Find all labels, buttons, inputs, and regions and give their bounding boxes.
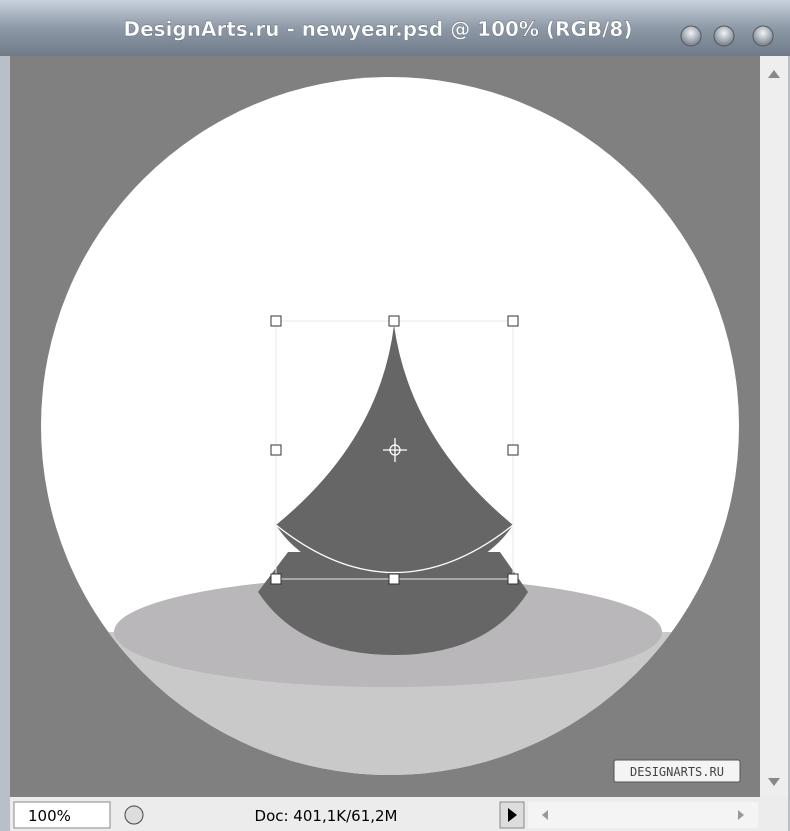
window-title: DesignArts.ru - newyear.psd @ 100% (RGB/…	[124, 17, 633, 41]
handle[interactable]	[270, 444, 282, 456]
handle[interactable]	[507, 573, 519, 585]
status-icon[interactable]	[124, 805, 144, 825]
watermark-badge	[613, 759, 741, 783]
warp-curve	[275, 524, 514, 573]
scroll-up[interactable]	[768, 70, 780, 78]
handle[interactable]	[270, 315, 282, 327]
transform-handles	[270, 315, 519, 585]
handle[interactable]	[270, 573, 282, 585]
status-menu-arrow	[508, 808, 517, 822]
handle[interactable]	[507, 444, 519, 456]
maximize-button[interactable]	[713, 25, 735, 47]
handle[interactable]	[388, 573, 400, 585]
scroll-down[interactable]	[768, 778, 780, 786]
watermark: DESIGNARTS.RU	[630, 765, 724, 779]
handle[interactable]	[507, 315, 519, 327]
vertical-scrollbar[interactable]	[760, 56, 788, 797]
minimize-button[interactable]	[680, 25, 702, 47]
pivot-cross	[383, 438, 407, 462]
scroll-left[interactable]	[542, 810, 548, 820]
scroll-right[interactable]	[738, 810, 744, 820]
close-button[interactable]	[752, 25, 774, 47]
handle[interactable]	[388, 315, 400, 327]
title-bar	[0, 0, 790, 56]
horizontal-scrollbar[interactable]	[528, 802, 758, 828]
zoom-field[interactable]	[13, 801, 111, 829]
zoom-level: 100%	[28, 807, 71, 825]
doc-info: Doc: 401,1K/61,2M	[255, 807, 398, 825]
tree-lower-tier	[258, 552, 528, 655]
